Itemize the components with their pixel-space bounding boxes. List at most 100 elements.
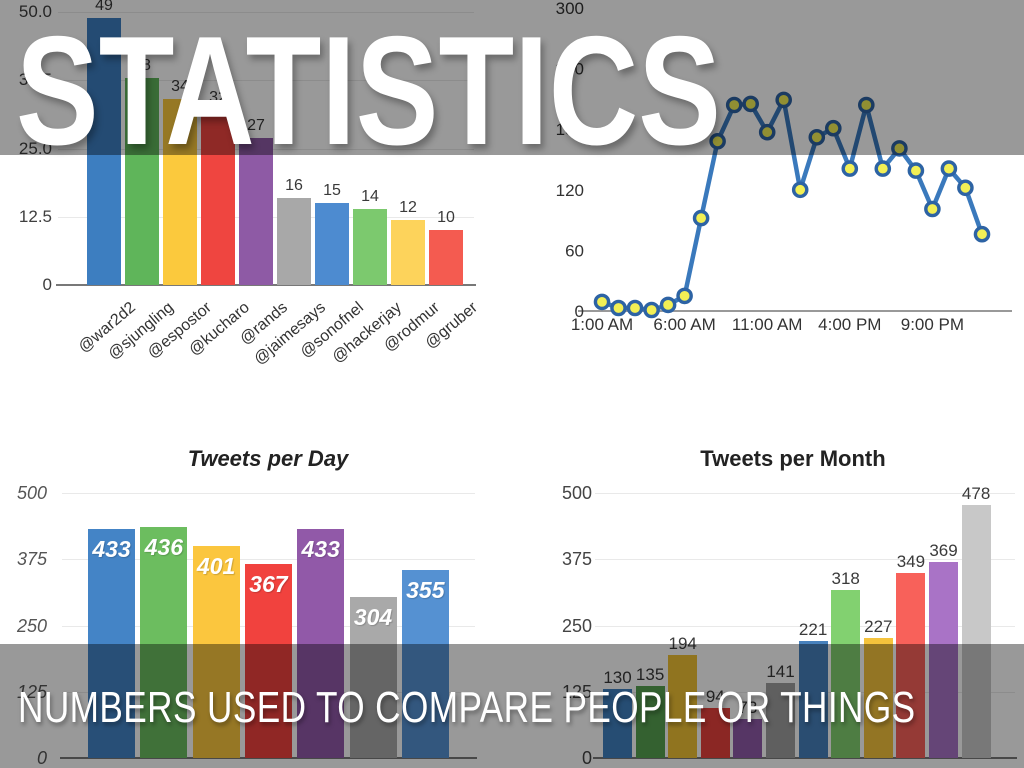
bar-value-label: 73 [738,698,758,718]
bar-value-label: 130 [603,668,632,688]
y-axis-label: 120 [556,181,584,200]
data-point-marker [808,128,826,146]
bar [244,563,292,758]
bar [603,689,632,758]
bar [277,197,311,285]
y-axis-label: 0 [581,748,592,768]
bar-value-label: 355 [406,576,445,603]
y-axis-label: 250 [16,615,47,636]
bar [140,526,188,758]
bar [163,99,197,285]
x-axis-label: 11:00 AM [732,315,803,334]
y-axis-label: 125 [561,681,592,702]
x-axis-line [593,757,1017,759]
y-axis-label: 50.0 [18,2,52,21]
gridline [62,559,475,561]
y-axis-label: 0 [575,302,584,321]
bar-value-label: 349 [896,552,926,571]
chart-title: Tweets per Month [700,446,886,471]
bar [831,589,861,758]
gridline [595,559,1015,561]
bottom-overlay [0,644,1024,768]
data-point-marker [725,96,743,114]
data-point-marker [742,95,759,113]
bar-value-label: 27 [247,116,265,134]
bar-value-label: 194 [668,634,697,654]
bar [401,569,449,758]
data-point-marker [626,299,644,317]
bar [896,573,926,758]
y-axis-label: 500 [16,483,47,503]
bar [766,683,795,758]
bar-value-label: 10 [437,209,455,227]
bar-value-label: 433 [301,535,340,562]
bar [391,219,425,285]
bar [201,110,235,285]
data-point-marker [891,140,908,157]
slide-caption: NUMBERS USED TO COMPARE PEOPLE OR THINGS [18,683,916,732]
data-point-marker [940,160,958,177]
chart-hourly-line: 0 60 120 180 240 300 1:00 AM 6:00 AM 11:00 AM 4:0… [556,0,1012,334]
data-point-marker [610,299,627,317]
bar [192,545,240,758]
bar [429,230,463,285]
data-point-marker [874,160,892,177]
data-point-marker [907,162,925,179]
bar [88,528,135,758]
x-axis-line [60,757,477,759]
bar-value-label: 14 [361,187,379,205]
bar [349,596,397,758]
bar-value-label: 221 [798,619,828,639]
data-point-marker [857,96,875,114]
bar-value-label: 401 [196,552,236,579]
y-axis-label: 60 [565,241,584,260]
data-point-marker [775,91,793,109]
bar-value-label: 433 [92,535,131,562]
gridline [62,493,475,494]
y-axis-label: 37.5 [18,70,52,90]
bar-value-label: 94 [705,687,725,707]
slide-title: STATISTICS [16,4,721,177]
data-point-marker [841,160,859,177]
data-point-marker [676,287,693,305]
bar-value-label: 12 [399,198,417,216]
bar [125,77,159,285]
chart-title: Tweets per Day [187,446,349,471]
bar [239,137,273,285]
gridline [595,625,1015,627]
gridline [595,493,1015,494]
y-axis-label: 250 [561,615,592,636]
bar [798,640,828,758]
y-axis-label: 25.0 [18,138,52,158]
y-axis-label: 0 [42,275,52,294]
gridline [58,12,474,13]
bar-value-label: 141 [766,662,795,682]
data-point-marker [924,200,941,218]
y-axis-label: 500 [561,483,592,503]
bar [668,655,698,758]
data-point-marker [957,179,974,197]
bar-value-label: 436 [144,533,183,560]
top-overlay [0,0,1024,155]
bar-value-label: 478 [961,483,991,503]
x-axis-label: 6:00 AM [653,315,715,334]
data-point-marker [643,301,660,319]
data-point-marker [692,209,710,227]
chart-tweets-per-month: Tweets per Month 0 125 250 375 500 130 135 194 9… [535,440,1024,768]
bar-value-label: 135 [635,665,665,685]
y-axis-label: 300 [556,0,584,18]
bar-value-label: 318 [831,568,860,588]
bar-value-label: 49 [95,0,113,14]
data-point-marker [791,181,809,199]
data-point-marker [973,225,991,243]
bar-value-label: 15 [323,182,341,200]
chart-tweets-per-day: Tweets per Day 0 125 250 375 500 433 436 401 367… [0,440,500,768]
chart-followers: 0 12.5 25.0 37.5 50.0 49 @war2d2 38 @sjungling 34… [10,0,481,400]
y-axis-label: 125 [16,681,47,702]
bar-value-label: 38 [133,56,151,74]
x-axis-label: 1:00 AM [571,315,633,334]
bar [961,504,991,758]
bar [635,686,665,758]
bar-value-label: 32 [209,89,227,107]
bar-value-label: 34 [171,78,189,96]
